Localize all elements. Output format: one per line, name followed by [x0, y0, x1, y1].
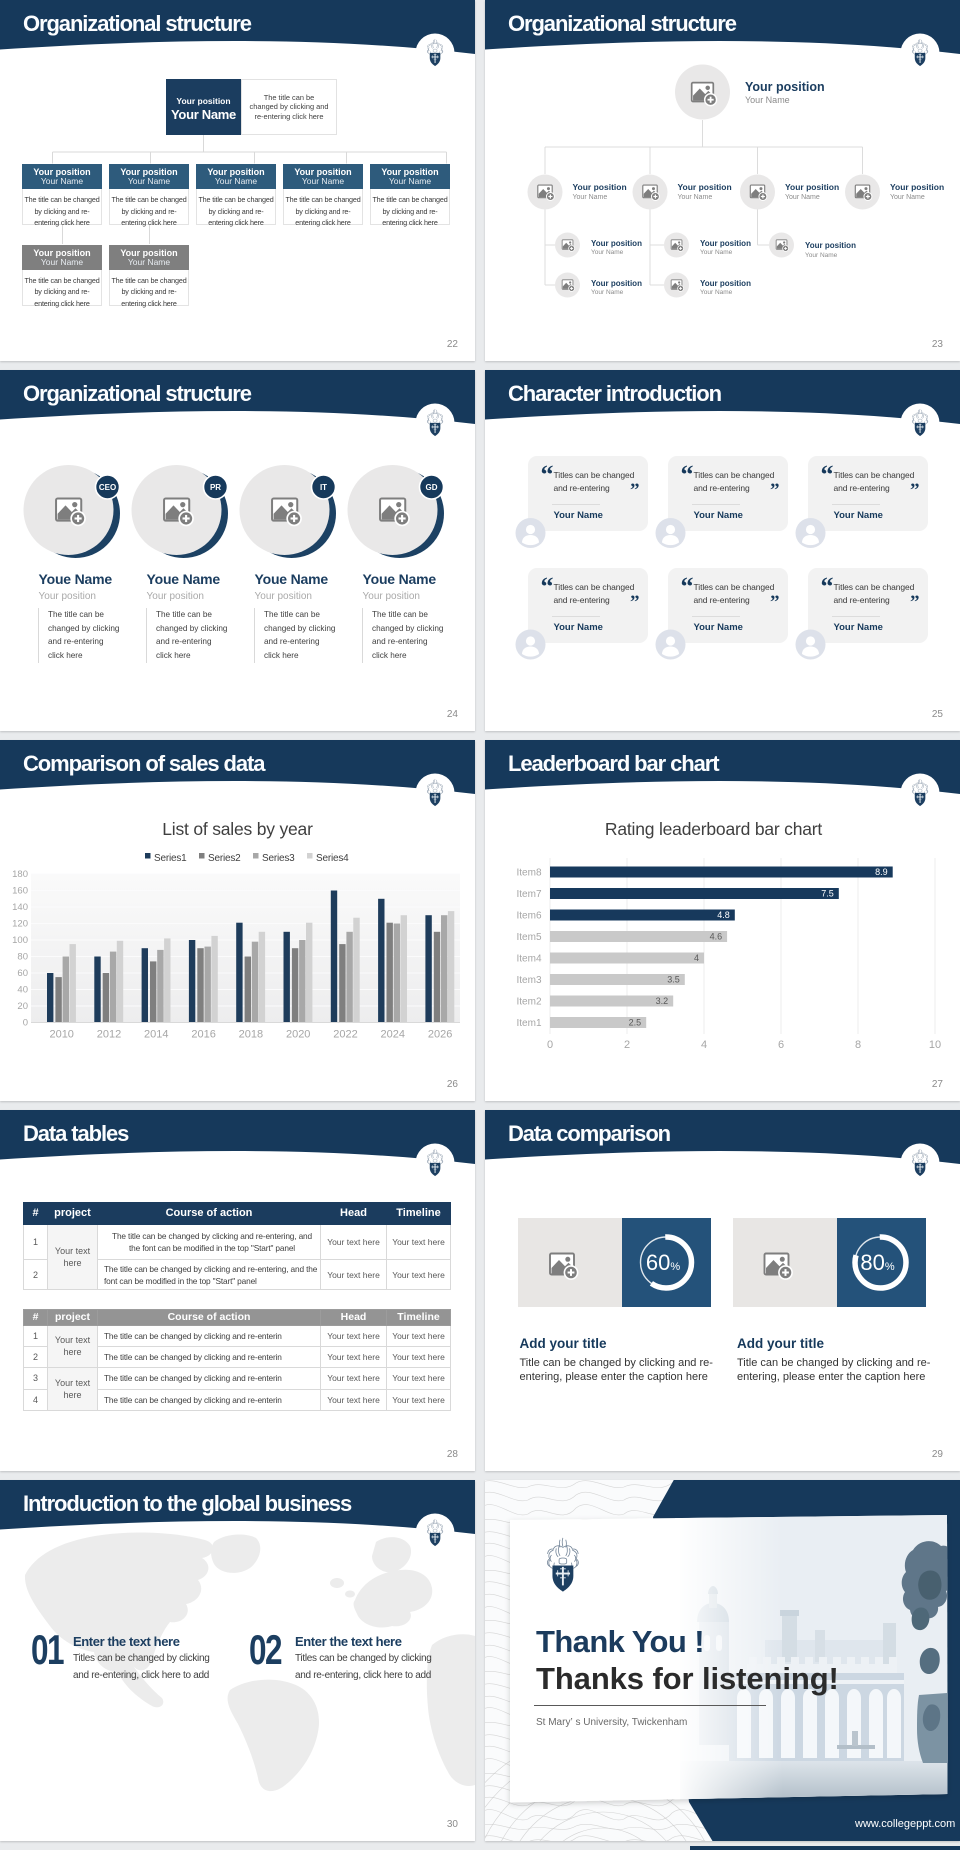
- svg-text:3.5: 3.5: [667, 975, 680, 985]
- svg-text:140: 140: [12, 902, 28, 913]
- svg-text:Series1: Series1: [154, 853, 187, 864]
- svg-text:4: 4: [701, 1039, 707, 1051]
- svg-text:Series2: Series2: [208, 853, 241, 864]
- svg-text:60: 60: [17, 968, 28, 979]
- svg-text:Item5: Item5: [517, 932, 542, 943]
- svg-text:0: 0: [547, 1039, 553, 1051]
- svg-text:IT: IT: [320, 483, 327, 492]
- svg-text:Series3: Series3: [262, 853, 295, 864]
- svg-text:100: 100: [12, 935, 28, 946]
- svg-text:0: 0: [23, 1018, 28, 1029]
- svg-text:CEO: CEO: [99, 483, 116, 492]
- svg-text:180: 180: [12, 869, 28, 880]
- svg-text:Item7: Item7: [517, 889, 542, 900]
- svg-text:80%: 80%: [860, 1250, 894, 1275]
- svg-text:2: 2: [624, 1039, 630, 1051]
- svg-text:Series4: Series4: [316, 853, 349, 864]
- svg-text:Item8: Item8: [517, 868, 542, 879]
- svg-text:GD: GD: [426, 483, 438, 492]
- svg-text:2014: 2014: [144, 1029, 168, 1041]
- svg-text:2010: 2010: [49, 1029, 73, 1041]
- svg-text:20: 20: [17, 1001, 28, 1012]
- svg-text:4.8: 4.8: [717, 910, 730, 920]
- svg-text:2026: 2026: [428, 1029, 452, 1041]
- svg-text:60%: 60%: [646, 1250, 680, 1275]
- svg-text:Item6: Item6: [517, 911, 542, 922]
- svg-text:6: 6: [778, 1039, 784, 1051]
- svg-text:120: 120: [12, 919, 28, 930]
- svg-text:2022: 2022: [333, 1029, 357, 1041]
- svg-text:8: 8: [855, 1039, 861, 1051]
- svg-text:160: 160: [12, 886, 28, 897]
- svg-text:2024: 2024: [381, 1029, 405, 1041]
- svg-text:Item3: Item3: [517, 975, 542, 986]
- svg-text:PR: PR: [210, 483, 221, 492]
- svg-text:7.5: 7.5: [821, 889, 834, 899]
- svg-text:3.2: 3.2: [656, 996, 669, 1006]
- svg-text:2.5: 2.5: [629, 1018, 642, 1028]
- svg-text:Item1: Item1: [517, 1018, 542, 1029]
- svg-text:2016: 2016: [191, 1029, 215, 1041]
- svg-text:8.9: 8.9: [875, 867, 888, 877]
- svg-text:40: 40: [17, 985, 28, 996]
- svg-text:4: 4: [694, 953, 699, 963]
- svg-text:Item4: Item4: [517, 954, 542, 965]
- svg-text:80: 80: [17, 952, 28, 963]
- svg-text:Item2: Item2: [517, 997, 542, 1008]
- svg-text:10: 10: [929, 1039, 941, 1051]
- svg-text:2012: 2012: [97, 1029, 121, 1041]
- svg-text:2018: 2018: [239, 1029, 263, 1041]
- svg-text:2020: 2020: [286, 1029, 310, 1041]
- svg-text:4.6: 4.6: [710, 932, 723, 942]
